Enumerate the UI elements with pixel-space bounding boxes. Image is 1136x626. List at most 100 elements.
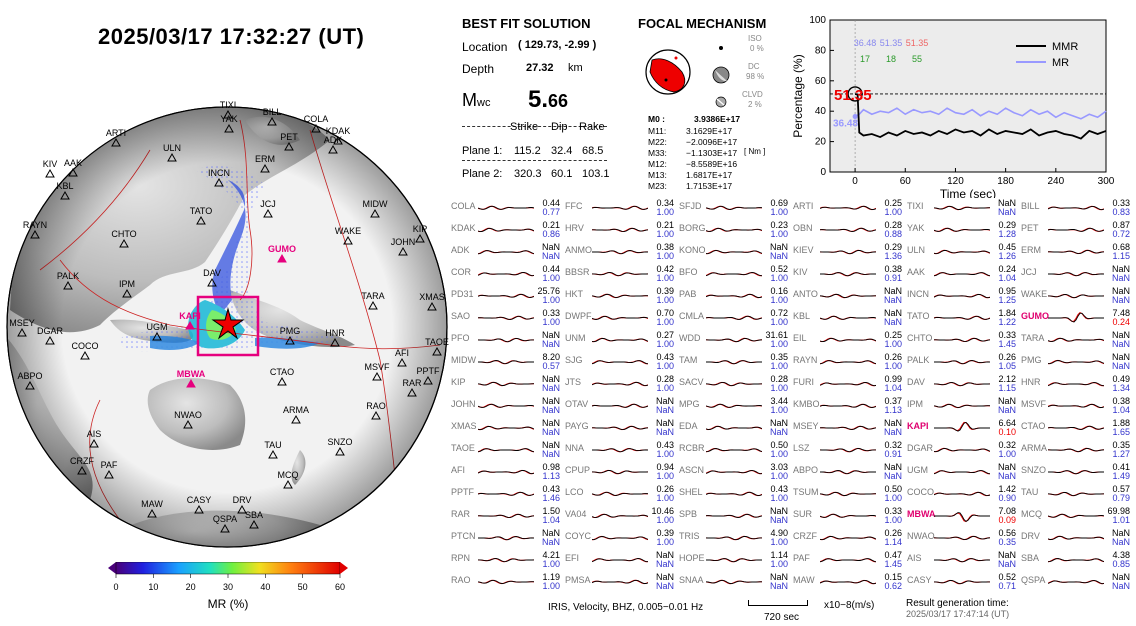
map-station-rayn[interactable]: RAYN xyxy=(23,220,47,239)
map-station-taoe[interactable]: TAOE xyxy=(425,337,449,356)
station-cell-arti[interactable]: ARTI 0.25 1.00 xyxy=(792,198,904,218)
station-cell-eda[interactable]: EDA NaN NaN xyxy=(678,418,790,438)
station-cell-nwao[interactable]: NWAO 0.56 0.35 xyxy=(906,528,1018,548)
station-cell-xmas[interactable]: XMAS NaN NaN xyxy=(450,418,562,438)
station-cell-kmbo[interactable]: KMBO 0.37 1.13 xyxy=(792,396,904,416)
station-cell-rayn[interactable]: RAYN 0.26 1.00 xyxy=(792,352,904,372)
map-station-uln[interactable]: ULN xyxy=(163,143,181,162)
station-cell-ffc[interactable]: FFC 0.34 1.00 xyxy=(564,198,676,218)
station-cell-ascn[interactable]: ASCN 3.03 1.00 xyxy=(678,462,790,482)
station-cell-furi[interactable]: FURI 0.99 1.04 xyxy=(792,374,904,394)
station-cell-hrv[interactable]: HRV 0.21 1.00 xyxy=(564,220,676,240)
map-station-jcj[interactable]: JCJ xyxy=(260,199,276,218)
station-cell-adk[interactable]: ADK NaN NaN xyxy=(450,242,562,262)
map-station-arti[interactable]: ARTI xyxy=(106,128,126,147)
map-station-msvf[interactable]: MSVF xyxy=(364,362,390,381)
station-cell-borg[interactable]: BORG 0.23 1.00 xyxy=(678,220,790,240)
station-cell-rar[interactable]: RAR 1.50 1.04 xyxy=(450,506,562,526)
station-cell-ugm[interactable]: UGM NaN NaN xyxy=(906,462,1018,482)
station-cell-cor[interactable]: COR 0.44 1.00 xyxy=(450,264,562,284)
station-cell-afi[interactable]: AFI 0.98 1.13 xyxy=(450,462,562,482)
station-cell-drv[interactable]: DRV NaN NaN xyxy=(1020,528,1132,548)
station-cell-sfjd[interactable]: SFJD 0.69 1.00 xyxy=(678,198,790,218)
station-cell-bbsr[interactable]: BBSR 0.42 1.00 xyxy=(564,264,676,284)
station-cell-lco[interactable]: LCO 0.26 1.00 xyxy=(564,484,676,504)
map-station-qspa[interactable]: QSPA xyxy=(213,514,237,533)
station-cell-palk[interactable]: PALK 0.26 1.05 xyxy=(906,352,1018,372)
station-cell-sba[interactable]: SBA 4.38 0.85 xyxy=(1020,550,1132,570)
station-cell-cmla[interactable]: CMLA 0.72 1.00 xyxy=(678,308,790,328)
station-cell-payg[interactable]: PAYG NaN NaN xyxy=(564,418,676,438)
map-station-tau[interactable]: TAU xyxy=(264,440,282,459)
station-cell-john[interactable]: JOHN NaN NaN xyxy=(450,396,562,416)
station-cell-tsum[interactable]: TSUM 0.50 1.00 xyxy=(792,484,904,504)
station-cell-tau[interactable]: TAU 0.57 0.79 xyxy=(1020,484,1132,504)
station-cell-chto[interactable]: CHTO 0.33 1.45 xyxy=(906,330,1018,350)
station-cell-qspa[interactable]: QSPA NaN NaN xyxy=(1020,572,1132,592)
station-cell-bfo[interactable]: BFO 0.52 1.00 xyxy=(678,264,790,284)
station-cell-aak[interactable]: AAK 0.24 1.04 xyxy=(906,264,1018,284)
map-station-pet[interactable]: PET xyxy=(280,132,298,151)
map-station-paf[interactable]: PAF xyxy=(101,460,118,479)
map-station-yak[interactable]: YAK xyxy=(220,114,238,133)
station-cell-shel[interactable]: SHEL 0.43 1.00 xyxy=(678,484,790,504)
station-cell-hkt[interactable]: HKT 0.39 1.00 xyxy=(564,286,676,306)
station-cell-abpo[interactable]: ABPO NaN NaN xyxy=(792,462,904,482)
station-cell-kdak[interactable]: KDAK 0.21 0.86 xyxy=(450,220,562,240)
map-station-chto[interactable]: CHTO xyxy=(111,229,137,248)
station-cell-kip[interactable]: KIP NaN NaN xyxy=(450,374,562,394)
station-cell-hnr[interactable]: HNR 0.49 1.34 xyxy=(1020,374,1132,394)
station-cell-midw[interactable]: MIDW 8.20 0.57 xyxy=(450,352,562,372)
map-station-aak[interactable]: AAK xyxy=(64,158,82,177)
station-cell-taoe[interactable]: TAOE NaN NaN xyxy=(450,440,562,460)
station-cell-ais[interactable]: AIS NaN NaN xyxy=(906,550,1018,570)
station-cell-tris[interactable]: TRIS 4.90 1.00 xyxy=(678,528,790,548)
station-cell-ptcn[interactable]: PTCN NaN NaN xyxy=(450,528,562,548)
station-cell-va04[interactable]: VA04 10.46 1.00 xyxy=(564,506,676,526)
station-cell-eil[interactable]: EIL 0.25 1.00 xyxy=(792,330,904,350)
map-station-abpo[interactable]: ABPO xyxy=(17,371,43,390)
map-station-hnr[interactable]: HNR xyxy=(325,328,345,347)
map-station-drv[interactable]: DRV xyxy=(233,495,252,514)
map-station-rar[interactable]: RAR xyxy=(402,378,422,397)
map-station-xmas[interactable]: XMAS xyxy=(419,292,445,311)
map-station-dav[interactable]: DAV xyxy=(203,268,221,287)
station-cell-sao[interactable]: SAO 0.33 1.00 xyxy=(450,308,562,328)
map-station-crzf[interactable]: CRZF xyxy=(70,456,94,475)
station-cell-bill[interactable]: BILL 0.33 0.83 xyxy=(1020,198,1132,218)
map-station-arma[interactable]: ARMA xyxy=(283,405,309,424)
station-cell-efi[interactable]: EFI NaN NaN xyxy=(564,550,676,570)
map-station-afi[interactable]: AFI xyxy=(395,348,409,367)
station-cell-snzo[interactable]: SNZO 0.41 1.49 xyxy=(1020,462,1132,482)
station-cell-kapi[interactable]: KAPI 6.64 0.10 xyxy=(906,418,1018,438)
station-cell-mbwa[interactable]: MBWA 7.08 0.09 xyxy=(906,506,1018,526)
station-cell-mcq[interactable]: MCQ 69.98 1.01 xyxy=(1020,506,1132,526)
station-cell-erm[interactable]: ERM 0.68 1.15 xyxy=(1020,242,1132,262)
station-cell-nna[interactable]: NNA 0.43 1.00 xyxy=(564,440,676,460)
map-station-john[interactable]: JOHN xyxy=(391,237,416,256)
station-cell-cpup[interactable]: CPUP 0.94 1.00 xyxy=(564,462,676,482)
station-cell-obn[interactable]: OBN 0.28 0.88 xyxy=(792,220,904,240)
station-cell-dwpf[interactable]: DWPF 0.70 1.00 xyxy=(564,308,676,328)
station-cell-msey[interactable]: MSEY NaN NaN xyxy=(792,418,904,438)
station-cell-tara[interactable]: TARA NaN NaN xyxy=(1020,330,1132,350)
station-cell-pet[interactable]: PET 0.87 0.72 xyxy=(1020,220,1132,240)
station-cell-lsz[interactable]: LSZ 0.32 0.91 xyxy=(792,440,904,460)
station-cell-casy[interactable]: CASY 0.52 0.71 xyxy=(906,572,1018,592)
map-station-erm[interactable]: ERM xyxy=(255,154,275,173)
station-cell-otav[interactable]: OTAV NaN NaN xyxy=(564,396,676,416)
map-station-kdak[interactable]: KDAK xyxy=(326,126,351,145)
station-cell-kiv[interactable]: KIV 0.38 0.91 xyxy=(792,264,904,284)
station-cell-hope[interactable]: HOPE 1.14 1.00 xyxy=(678,550,790,570)
station-cell-maw[interactable]: MAW 0.15 0.62 xyxy=(792,572,904,592)
map-station-incn[interactable]: INCN xyxy=(208,168,230,187)
station-cell-cola[interactable]: COLA 0.44 0.77 xyxy=(450,198,562,218)
station-cell-tixi[interactable]: TIXI NaN NaN xyxy=(906,198,1018,218)
station-cell-wake[interactable]: WAKE NaN NaN xyxy=(1020,286,1132,306)
station-cell-pptf[interactable]: PPTF 0.43 1.46 xyxy=(450,484,562,504)
map-station-pptf[interactable]: PPTF xyxy=(416,366,440,385)
map-station-pmg[interactable]: PMG xyxy=(280,326,301,345)
map-station-gumo[interactable]: GUMO xyxy=(268,244,296,263)
map-station-msey[interactable]: MSEY xyxy=(9,318,35,337)
